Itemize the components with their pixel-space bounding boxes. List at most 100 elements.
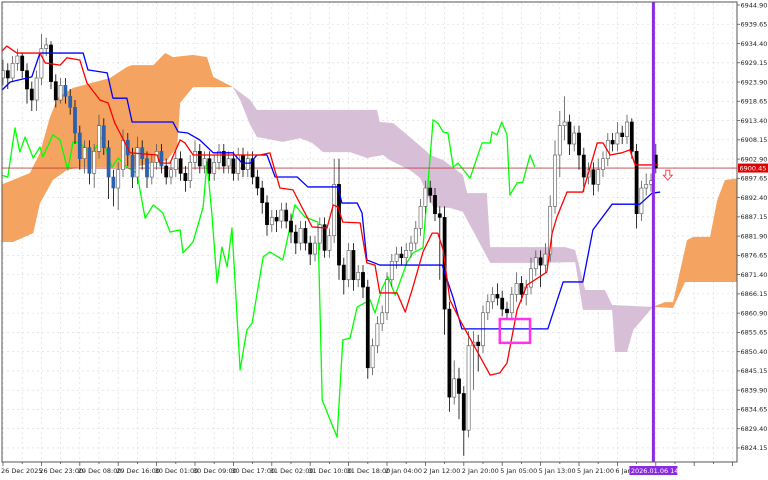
candle-body: [145, 158, 149, 178]
candle-body: [260, 187, 265, 204]
price-tick-label: 6892.40: [741, 194, 768, 202]
candle: [529, 257, 533, 295]
grid: [2, 2, 737, 462]
candle-body: [226, 158, 231, 167]
candle-body: [255, 176, 260, 189]
candle-body: [159, 151, 164, 167]
candle-body: [337, 184, 341, 266]
candle: [337, 158, 341, 280]
candle: [97, 114, 101, 159]
candle: [567, 114, 572, 156]
candle: [375, 316, 380, 354]
candle: [409, 235, 413, 258]
candle: [437, 206, 442, 280]
plot-border: [1, 1, 738, 463]
candle: [591, 162, 596, 196]
candle-body: [533, 257, 538, 270]
candle-body: [341, 264, 346, 281]
candle-body: [394, 253, 399, 262]
candle: [370, 338, 375, 376]
candle-body: [39, 48, 44, 79]
candle-body: [68, 96, 73, 108]
candle: [562, 96, 567, 141]
candle-body: [44, 44, 49, 49]
price-tick-label: 6860.90: [741, 309, 768, 317]
candle: [121, 129, 125, 178]
candle: [106, 140, 111, 200]
candle: [250, 151, 255, 185]
candle-body: [135, 147, 140, 178]
candle-body: [298, 228, 303, 244]
candle: [505, 301, 509, 321]
candle-body: [221, 151, 226, 167]
candle-body: [485, 301, 490, 314]
candle: [308, 235, 313, 266]
candle-body: [169, 169, 173, 178]
candle: [457, 367, 461, 420]
candle-body: [77, 132, 82, 159]
candle-body: [173, 158, 178, 170]
candle: [572, 125, 577, 152]
candle-body: [269, 217, 274, 226]
candle-body: [130, 154, 135, 178]
candle-body: [437, 213, 442, 218]
candle: [385, 272, 389, 321]
candle: [428, 180, 433, 203]
time-tick-label: 2 Jan 12:00: [423, 467, 460, 475]
cloud-bull: [652, 178, 737, 308]
candle-body: [509, 294, 514, 314]
candle-body: [250, 158, 255, 178]
candle: [82, 140, 87, 174]
indicator-lines-front: [2, 45, 661, 376]
kijun-sen-line: [2, 52, 661, 330]
candle-body: [58, 85, 63, 101]
time-tick-label: 30 Dec 09:00: [193, 467, 237, 475]
candle-body: [29, 88, 34, 101]
candle: [461, 386, 466, 456]
candle: [68, 88, 73, 115]
candle-body: [423, 187, 428, 207]
price-tick-label: 6939.65: [741, 21, 768, 29]
time-tick-label: 5 Jan 05:00: [500, 467, 537, 475]
candle: [361, 265, 365, 299]
candle: [471, 331, 476, 390]
candle: [620, 125, 625, 145]
candle: [159, 144, 164, 174]
candle: [644, 173, 649, 196]
candle-body: [581, 154, 586, 178]
candle: [236, 147, 241, 181]
candle-body: [548, 206, 553, 255]
highlight-box: [498, 317, 532, 345]
candle-body: [490, 294, 495, 303]
candle: [269, 210, 274, 233]
candle-body: [25, 70, 29, 90]
candle-body: [601, 158, 605, 170]
time-tick-label: 31 Dec 18:00: [347, 467, 391, 475]
candle: [399, 246, 404, 266]
time-tick-label: 31 Dec 10:00: [308, 467, 352, 475]
time-tick-label: 29 Dec 16:00: [116, 467, 160, 475]
candle-body: [625, 121, 629, 137]
candle: [279, 202, 284, 229]
candle-body: [562, 121, 567, 126]
candle-body: [346, 250, 351, 281]
candle-body: [121, 140, 125, 170]
candle-body: [553, 154, 557, 207]
candle-body: [433, 195, 437, 215]
candle-body: [447, 308, 452, 398]
candle: [533, 250, 538, 277]
candle: [169, 162, 173, 185]
candle: [77, 125, 82, 170]
candle: [20, 52, 25, 78]
price-axis[interactable]: 6944.90 6939.65 6934.40 6929.15 6923.90 6918.…: [737, 1, 768, 452]
candle: [298, 221, 303, 251]
time-marker-badge-bg: [629, 466, 678, 475]
candle: [485, 294, 490, 321]
candle: [543, 243, 548, 273]
candle: [63, 77, 68, 104]
time-tick-label: 26 Dec 23:00: [39, 467, 83, 475]
price-tick-label: 6866.15: [741, 290, 768, 298]
candle-body: [596, 169, 601, 185]
